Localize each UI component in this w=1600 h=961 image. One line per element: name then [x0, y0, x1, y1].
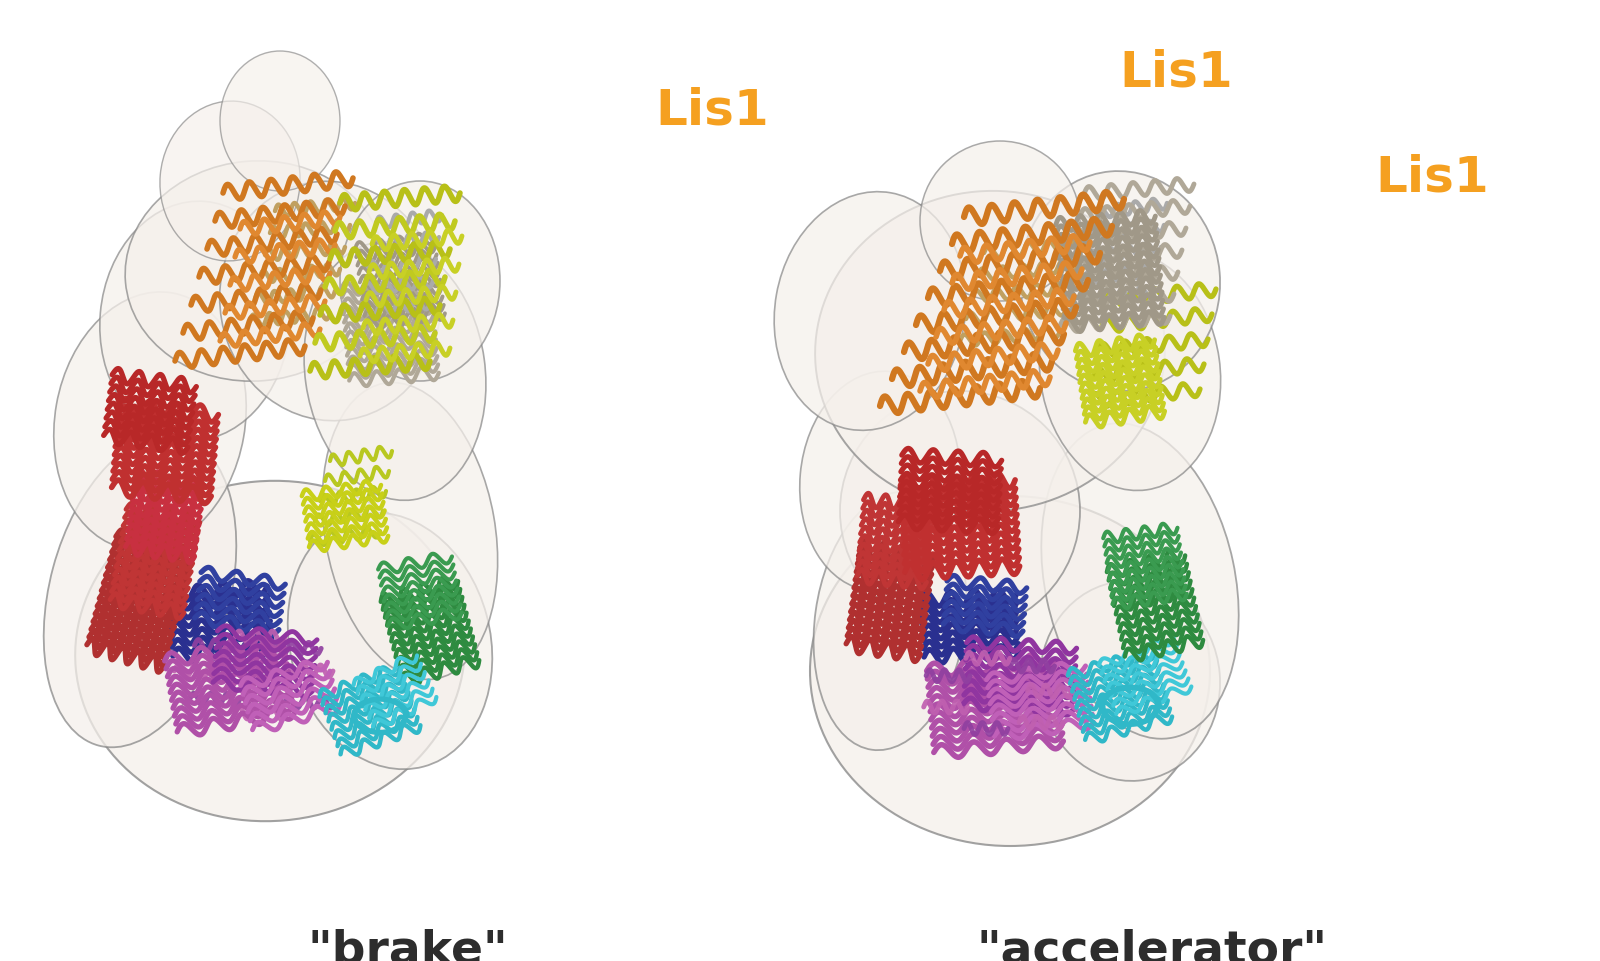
Ellipse shape — [840, 391, 1080, 631]
Ellipse shape — [75, 481, 466, 822]
Ellipse shape — [813, 492, 966, 751]
Text: Lis1: Lis1 — [654, 86, 770, 135]
Ellipse shape — [774, 192, 966, 431]
Text: "accelerator": "accelerator" — [976, 927, 1328, 961]
Ellipse shape — [54, 292, 246, 551]
Ellipse shape — [1040, 581, 1221, 781]
Ellipse shape — [221, 52, 339, 192]
Ellipse shape — [810, 497, 1210, 846]
Ellipse shape — [99, 202, 290, 441]
Ellipse shape — [920, 142, 1080, 302]
Ellipse shape — [125, 161, 386, 382]
Text: Lis1: Lis1 — [1118, 48, 1234, 96]
Ellipse shape — [1042, 424, 1238, 739]
Ellipse shape — [800, 372, 960, 591]
Ellipse shape — [1040, 252, 1221, 491]
Ellipse shape — [339, 182, 499, 382]
Ellipse shape — [288, 513, 493, 770]
Text: "brake": "brake" — [307, 927, 509, 961]
Ellipse shape — [1019, 172, 1221, 391]
Ellipse shape — [219, 182, 440, 421]
Text: Lis1: Lis1 — [1374, 154, 1490, 202]
Ellipse shape — [304, 242, 486, 501]
Ellipse shape — [814, 191, 1165, 511]
Ellipse shape — [160, 102, 301, 261]
Ellipse shape — [43, 435, 237, 748]
Ellipse shape — [322, 383, 498, 679]
